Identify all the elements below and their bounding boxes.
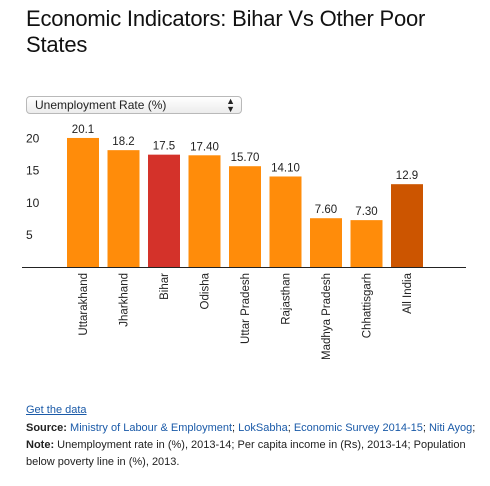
footer: Get the data Source: Ministry of Labour … [26, 402, 481, 471]
y-tick-label: 20 [26, 132, 40, 146]
data-labels: 20.1 18.2 17.5 17.40 15.70 14.10 7.60 7.30 12.9 [72, 124, 418, 218]
category-label: Madhya Pradesh [321, 273, 333, 360]
bar-all-india [391, 184, 423, 267]
note-line: Note: Unemployment rate in (%), 2013-14;… [26, 437, 481, 471]
category-label: Bihar [159, 273, 171, 300]
y-tick-label: 10 [26, 196, 40, 210]
category-label: Odisha [200, 272, 212, 309]
y-tick-label: 15 [26, 164, 40, 178]
data-label: 17.40 [190, 141, 219, 153]
source-label: Source: [26, 422, 67, 434]
bar-madhya-pradesh [310, 218, 342, 267]
data-label: 7.30 [355, 206, 377, 218]
data-label: 17.5 [153, 141, 175, 153]
get-data-link[interactable]: Get the data [26, 404, 87, 416]
note-label: Note: [26, 439, 55, 451]
category-label: Rajasthan [281, 273, 293, 325]
source-link-loksabha[interactable]: LokSabha [238, 422, 288, 434]
category-label: All India [402, 272, 414, 314]
bar-bihar [148, 154, 180, 267]
updown-arrows-icon: ▲ ▼ [226, 96, 235, 114]
data-label: 15.70 [231, 152, 260, 164]
bar-chhattisgarh [350, 220, 383, 267]
indicator-select-value: Unemployment Rate (%) [35, 98, 167, 112]
source-link-niti-ayog[interactable]: Niti Ayog [428, 422, 473, 434]
bar-odisha [188, 155, 221, 267]
bar-jharkhand [107, 150, 140, 267]
data-label: 18.2 [112, 136, 134, 148]
bar-chart: 5 10 15 20 20.1 18.2 17.5 17.40 15.70 14.10 7.60 7… [22, 124, 466, 360]
category-label: Chhattisgarh [362, 273, 374, 338]
bar-uttar-pradesh [229, 166, 261, 267]
source-link-labour[interactable]: Ministry of Labour & Employment [70, 422, 233, 434]
data-label: 7.60 [315, 204, 337, 216]
bar-uttarakhand [67, 137, 99, 267]
data-label: 12.9 [396, 170, 418, 182]
data-label: 20.1 [72, 124, 94, 136]
data-label: 14.10 [271, 162, 300, 174]
bar-rajasthan [269, 176, 302, 267]
category-labels: Uttarakhand Jharkhand Bihar Odisha Uttar Pra… [78, 272, 414, 360]
source-link-economic-survey[interactable]: Economic Survey 2014-15 [293, 422, 423, 434]
indicator-select[interactable]: Unemployment Rate (%) ▲ ▼ [26, 96, 242, 114]
category-label: Uttarakhand [78, 273, 90, 336]
page-title: Economic Indicators: Bihar Vs Other Poor… [26, 6, 426, 57]
y-axis-ticks: 5 10 15 20 [26, 132, 40, 242]
source-line: Source: Ministry of Labour & Employment;… [26, 422, 476, 434]
bars [67, 137, 423, 267]
category-label: Uttar Pradesh [240, 273, 252, 344]
y-tick-label: 5 [26, 228, 33, 242]
note-text: Unemployment rate in (%), 2013-14; Per c… [26, 439, 466, 468]
category-label: Jharkhand [119, 273, 131, 327]
